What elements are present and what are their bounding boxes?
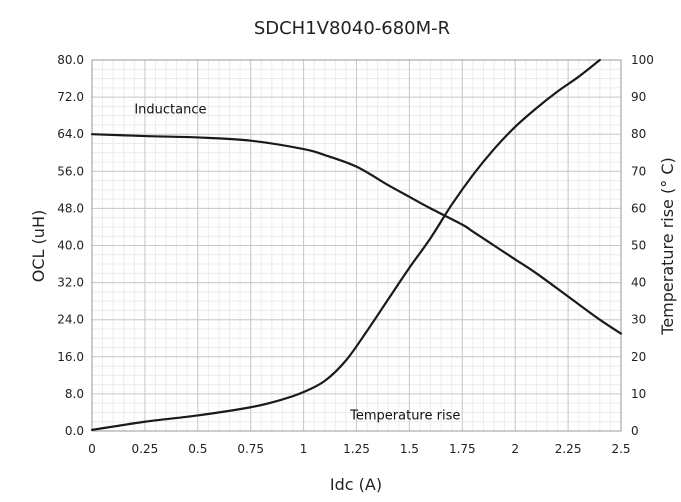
chart-title: SDCH1V8040-680M-R	[254, 18, 450, 39]
x-tick-label: 1.5	[400, 442, 419, 456]
grid	[91, 59, 622, 432]
y-axis-label: OCL (uH)	[29, 210, 48, 282]
y-tick-label: 32.0	[57, 276, 84, 290]
y-tick-label: 64.0	[57, 127, 84, 141]
y-tick-label: 24.0	[57, 313, 84, 327]
annotations: Inductance Temperature rise	[134, 102, 460, 423]
x-tick-label: 2.25	[555, 442, 582, 456]
y-tick-label: 48.0	[57, 201, 84, 215]
series-annotation-label: Temperature rise	[349, 408, 460, 423]
y2-tick-label: 60	[631, 201, 646, 215]
x-tick-label: 0.25	[132, 442, 159, 456]
y2-tick-label: 40	[631, 276, 646, 290]
y2-tick-label: 90	[631, 90, 646, 104]
plot-border	[91, 59, 622, 432]
y2-tick-label: 100	[631, 53, 654, 67]
x-tick-label: 0.5	[188, 442, 207, 456]
series-layer	[90, 58, 623, 431]
series-annotation-label: Inductance	[134, 102, 206, 117]
y-tick-label: 0.0	[65, 424, 84, 438]
x-tick-label: 1.75	[449, 442, 476, 456]
y-tick-label: 40.0	[57, 239, 84, 253]
y2-tick-label: 50	[631, 239, 646, 253]
x-tick-label: 0	[88, 442, 96, 456]
y2-tick-label: 80	[631, 127, 646, 141]
y2-tick-label: 20	[631, 350, 646, 364]
y2-tick-label: 30	[631, 313, 646, 327]
x-tick-label: 1	[300, 442, 308, 456]
x-tick-label: 2.5	[611, 442, 630, 456]
y2-tick-label: 70	[631, 164, 646, 178]
y-tick-label: 16.0	[57, 350, 84, 364]
plot-frame	[91, 59, 622, 432]
tick-labels: 0 0.25 0.5 0.75 1 1.25 1.5 1.75 2 2.25 2.5 0.0 8.0 16…	[57, 53, 654, 456]
series-line-temperature-rise	[90, 58, 601, 431]
series-line-inductance	[90, 133, 623, 335]
y-tick-label: 80.0	[57, 53, 84, 67]
x-tick-label: 2	[511, 442, 519, 456]
y-tick-label: 56.0	[57, 164, 84, 178]
x-tick-label: 0.75	[237, 442, 264, 456]
y2-tick-label: 10	[631, 387, 646, 401]
y-tick-label: 8.0	[65, 387, 84, 401]
y2-tick-label: 0	[631, 424, 639, 438]
x-tick-label: 1.25	[343, 442, 370, 456]
x-axis-label: Idc (A)	[330, 475, 382, 494]
y-tick-label: 72.0	[57, 90, 84, 104]
y2-axis-label: Temperature rise (° C)	[658, 157, 677, 335]
